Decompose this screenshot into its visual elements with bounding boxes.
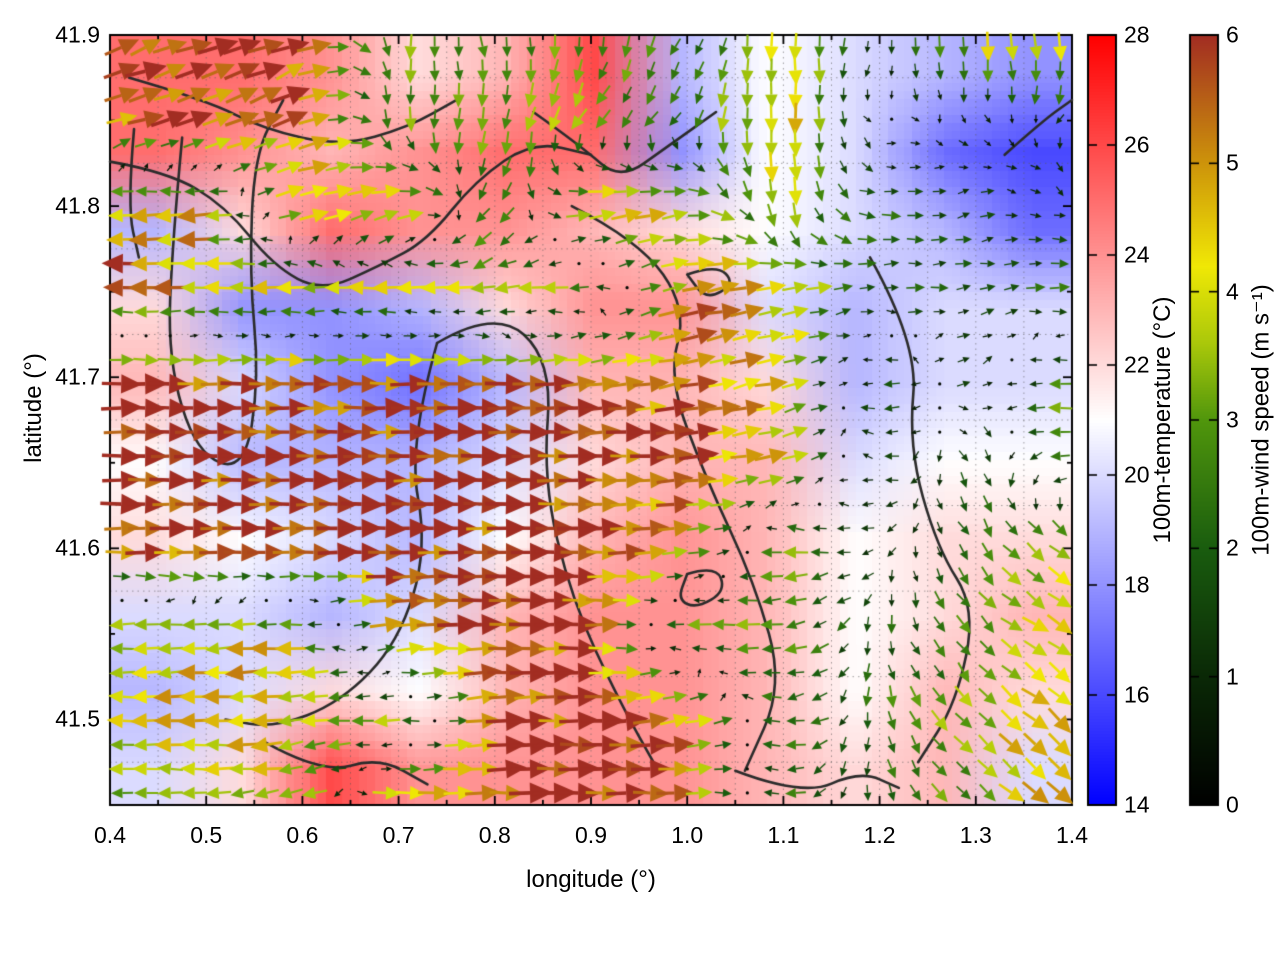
temperature-colorbar-tick-label: 26 [1124, 131, 1150, 158]
y-tick-label: 41.9 [55, 21, 100, 48]
wind_speed-colorbar-tick-label: 5 [1226, 149, 1239, 176]
x-tick-label: 1.4 [1056, 822, 1088, 848]
y-tick-label: 41.6 [55, 534, 100, 561]
wind_speed-colorbar-tick-label: 3 [1226, 406, 1239, 433]
wind_speed-colorbar-tick-label: 1 [1226, 663, 1239, 690]
x-tick-label: 1.2 [863, 822, 896, 848]
x-tick-label: 0.5 [190, 822, 223, 848]
map-plot-canvas [94, 19, 1088, 821]
x-tick-label: 0.6 [286, 822, 319, 848]
x-tick-label: 0.8 [478, 822, 511, 848]
y-tick-label: 41.8 [55, 192, 100, 219]
wind_speed-colorbar-tick-label: 0 [1226, 791, 1239, 818]
temperature-colorbar-tick-label: 16 [1124, 681, 1150, 708]
temperature-colorbar-tick-label: 22 [1124, 351, 1150, 378]
wind_speed-colorbar-tick-label: 6 [1226, 21, 1239, 48]
x-tick-label: 1.1 [767, 822, 800, 848]
temperature-colorbar-tick-label: 20 [1124, 461, 1150, 488]
x-tick-label: 1.3 [959, 822, 992, 848]
x-axis-label: longitude (°) [526, 866, 656, 893]
y-axis-label: latitude (°) [20, 353, 47, 463]
temperature-colorbar-tick-label: 24 [1124, 241, 1150, 268]
wind-speed-colorbar [1188, 33, 1220, 807]
temperature-colorbar-label: 100m-temperature (°C) [1149, 296, 1176, 544]
temperature-colorbar-tick-label: 28 [1124, 21, 1150, 48]
y-tick-label: 41.7 [55, 363, 100, 390]
y-tick-label: 41.5 [55, 705, 100, 732]
x-tick-label: 0.7 [382, 822, 415, 848]
wind_speed-colorbar-tick-label: 4 [1226, 278, 1239, 305]
temperature-colorbar-tick-label: 14 [1124, 791, 1150, 818]
wind-speed-colorbar-label: 100m-wind speed (m s⁻¹) [1247, 284, 1275, 556]
x-tick-label: 1.0 [671, 822, 704, 848]
wind_speed-colorbar-tick-label: 2 [1226, 534, 1239, 561]
x-tick-label: 0.4 [94, 822, 126, 848]
temperature-colorbar-tick-label: 18 [1124, 571, 1150, 598]
x-tick-label: 0.9 [575, 822, 607, 848]
temperature-colorbar [1086, 33, 1118, 807]
